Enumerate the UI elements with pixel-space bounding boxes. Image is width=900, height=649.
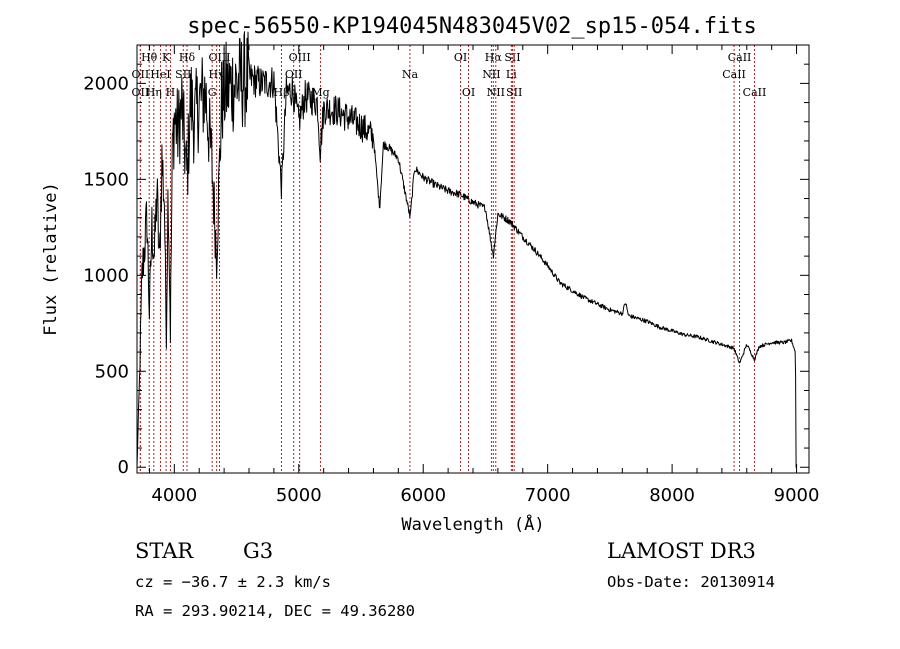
object-type: STAR: [135, 539, 193, 563]
line-marker-label: SII: [506, 86, 522, 99]
y-tick-label: 1500: [83, 169, 129, 190]
line-marker-label: Hη: [146, 86, 162, 99]
line-marker-label: OI: [462, 86, 475, 99]
y-axis-label: Flux (relative): [41, 182, 61, 336]
line-marker-label: CaII: [728, 51, 752, 64]
line-marker-label: Hδ: [179, 51, 196, 64]
line-marker-label: G: [208, 86, 217, 99]
velocity-label: cz = −36.7 ± 2.3 km/s: [135, 573, 331, 591]
y-tick-label: 2000: [83, 73, 129, 94]
line-marker-label: NII: [487, 86, 505, 99]
line-marker-label: K: [162, 51, 171, 64]
y-tick-label: 1000: [83, 265, 129, 286]
line-marker-label: SII: [504, 51, 520, 64]
x-tick-label: 7000: [525, 485, 571, 506]
line-marker-label: CaII: [722, 68, 746, 81]
plot-frame: [136, 44, 810, 474]
coordinates-label: RA = 293.90214, DEC = 49.36280: [135, 602, 415, 620]
line-marker-label: SII: [175, 68, 191, 81]
velocity-readout: cz = −36.7 ± 2.3 km/s: [135, 573, 331, 591]
line-marker-label: Li: [506, 68, 517, 81]
line-marker-label: Hα: [485, 51, 503, 64]
x-tick-label: 9000: [774, 485, 820, 506]
y-tick-label: 0: [118, 457, 129, 478]
survey-name: LAMOST DR3: [607, 539, 756, 563]
x-tick-label: 6000: [400, 485, 446, 506]
line-marker-label: OII: [132, 86, 150, 99]
line-marker-label: HeI: [150, 68, 170, 81]
spectrum-layer: [136, 31, 797, 468]
line-marker-label: OI: [454, 51, 467, 64]
survey-name-label: LAMOST DR3: [607, 539, 756, 563]
x-tick-label: 5000: [276, 485, 322, 506]
object-type-label: STAR: [135, 539, 194, 563]
coordinates: RA = 293.90214, DEC = 49.36280: [135, 602, 415, 620]
line-marker-label: CaII: [743, 86, 767, 99]
axis-layer: 4000 5000 6000 7000 8000 9000 0 500 1000 1500 2000: [83, 45, 819, 506]
obs-date: Obs-Date: 20130914: [607, 573, 775, 591]
line-marker-label: NII: [482, 68, 500, 81]
line-marker-label: Mg: [311, 86, 329, 99]
line-marker-label: OIII: [289, 51, 311, 64]
line-marker-label: OII: [285, 68, 303, 81]
x-tick-label: 4000: [151, 485, 197, 506]
y-tick-label: 500: [95, 361, 129, 382]
obs-date-label: Obs-Date: 20130914: [607, 573, 775, 591]
line-marker-label: Na: [402, 68, 419, 81]
line-marker-label: Hθ: [141, 51, 158, 64]
line-marker-label: H: [166, 86, 176, 99]
x-axis-label: Wavelength (Å): [401, 513, 544, 535]
spectral-class-label: G3: [243, 539, 274, 563]
line-marker-label: OIII: [208, 51, 230, 64]
spectrum-line: [136, 31, 797, 468]
x-tick-label: 8000: [649, 485, 695, 506]
spectral-class: G3: [243, 539, 273, 563]
chart-title: spec-56550-KP194045N483045V02_sp15-054.f…: [187, 14, 757, 39]
